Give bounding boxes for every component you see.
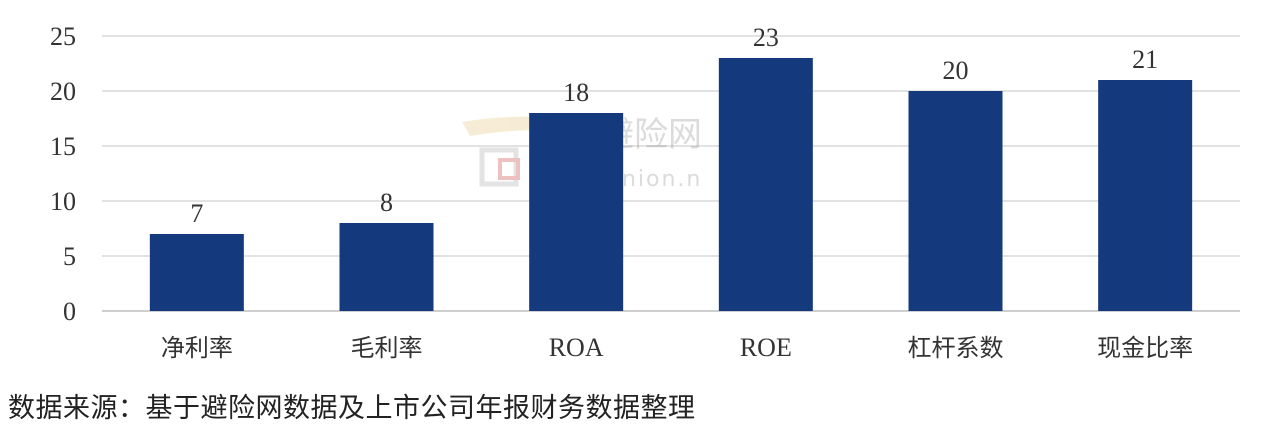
y-tick-label: 10 xyxy=(50,187,76,216)
bar xyxy=(908,91,1003,311)
data-label: 21 xyxy=(1132,45,1158,74)
data-label: 23 xyxy=(753,23,779,52)
bar xyxy=(1098,80,1193,311)
labels: 7 净利率 8 毛利率 18 ROA 23 ROE 20 杠杆系数 21 现金比率 xyxy=(161,23,1193,362)
y-tick-label: 25 xyxy=(50,22,76,51)
data-label: 20 xyxy=(943,56,969,85)
bars xyxy=(149,58,1193,311)
bar xyxy=(718,58,813,311)
bar xyxy=(339,223,434,311)
data-label: 8 xyxy=(380,188,393,217)
data-label: 7 xyxy=(190,199,203,228)
bar xyxy=(529,113,624,311)
x-tick-label: ROE xyxy=(740,333,792,362)
y-tick-label: 0 xyxy=(63,297,76,326)
y-tick-label: 15 xyxy=(50,132,76,161)
x-tick-label: 毛利率 xyxy=(351,334,423,362)
data-label: 18 xyxy=(563,78,589,107)
y-tick-label: 5 xyxy=(63,242,76,271)
axes: 0 5 10 15 20 25 xyxy=(50,22,1240,326)
bar xyxy=(149,234,244,311)
x-tick-label: 现金比率 xyxy=(1097,334,1193,362)
x-tick-label: 杠杆系数 xyxy=(908,334,1004,362)
x-tick-label: ROA xyxy=(549,333,604,362)
y-tick-label: 20 xyxy=(50,77,76,106)
x-tick-label: 净利率 xyxy=(161,334,233,362)
source-note: 数据来源：基于避险网数据及上市公司年报财务数据整理 xyxy=(8,393,696,424)
gridlines xyxy=(102,35,1240,257)
